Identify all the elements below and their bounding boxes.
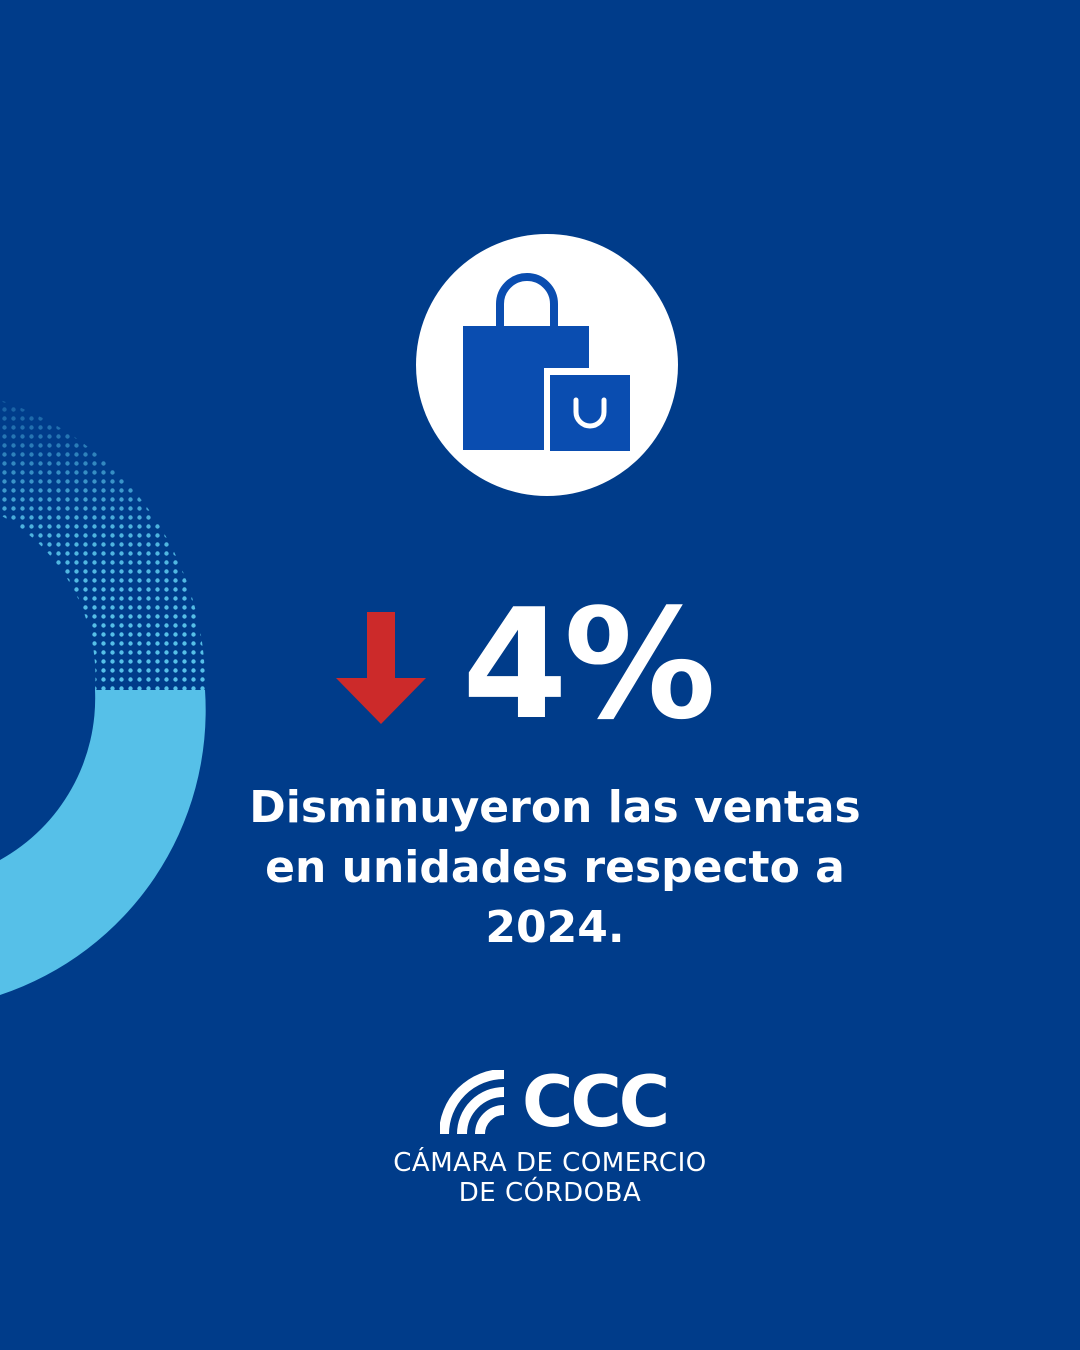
logo: CCC CÁMARA DE COMERCIO DE CÓRDOBA <box>340 1064 760 1210</box>
logo-line-1: CÁMARA DE COMERCIO <box>393 1148 707 1178</box>
logo-letters: CCC <box>522 1061 670 1143</box>
stat-value: 4% <box>462 576 716 753</box>
icon-circle <box>416 234 678 496</box>
ccc-waves-icon <box>440 1070 505 1135</box>
shopping-bags-icon <box>463 273 634 456</box>
description-line-2: en unidades respecto a <box>265 842 845 893</box>
stat-row: 4% <box>0 576 1080 753</box>
logo-line-2: DE CÓRDOBA <box>458 1178 642 1208</box>
arrow-down-icon <box>336 612 426 724</box>
description-line-3: 2024. <box>485 902 625 953</box>
description-line-1: Disminuyeron las ventas <box>249 782 861 833</box>
description: Disminuyeron las ventas en unidades resp… <box>190 778 920 958</box>
